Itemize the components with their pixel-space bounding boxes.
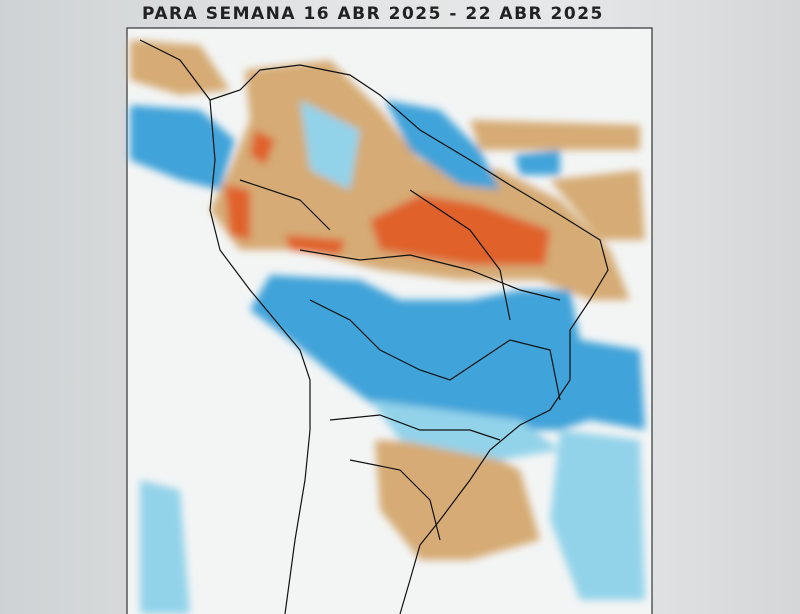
dry-area (130, 40, 230, 95)
dry-strong-area (370, 195, 550, 265)
dry-strong-area (225, 185, 250, 240)
map-title: PARA SEMANA 16 ABR 2025 - 22 ABR 2025 (142, 4, 604, 24)
wet-area (385, 100, 500, 190)
anomaly-fields (130, 40, 645, 614)
wet-area (130, 105, 235, 190)
wet-light-area (550, 430, 645, 600)
dry-strong-area (250, 130, 275, 165)
coastline-borders (139, 39, 609, 614)
wet-area (250, 275, 645, 430)
dry-area (470, 120, 640, 150)
dry-area (550, 170, 645, 240)
wet-light-area (300, 100, 360, 190)
wet-light-area (140, 480, 190, 614)
wet-area (515, 150, 560, 175)
dry-area (375, 440, 540, 560)
